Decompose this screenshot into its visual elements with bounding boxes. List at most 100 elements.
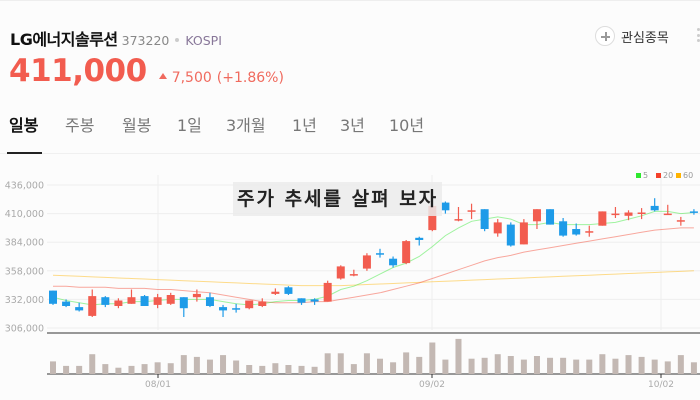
tab-1year[interactable]: 1년: [292, 116, 317, 135]
tab-10years[interactable]: 10년: [389, 116, 425, 135]
tab-daily[interactable]: 일봉: [9, 116, 39, 135]
volume-bar: [154, 362, 161, 374]
volume-bar: [533, 356, 540, 374]
volume-bar: [337, 353, 344, 374]
volume-bar: [560, 357, 567, 374]
stock-name: LG에너지솔루션: [10, 30, 118, 49]
volume-bar: [573, 359, 580, 374]
volume-bar: [651, 359, 658, 374]
volume-bar: [324, 353, 331, 374]
candle-body: [153, 297, 162, 305]
candle-body: [559, 221, 568, 236]
y-axis-label: 436,000: [5, 181, 44, 192]
candle-body: [454, 219, 463, 221]
tab-3months[interactable]: 3개월: [226, 116, 266, 135]
volume-bar: [377, 358, 383, 374]
candle-body: [232, 308, 241, 310]
y-axis-label: 306,000: [5, 324, 44, 335]
candle-body: [676, 220, 685, 222]
x-axis-label: 09/02: [419, 380, 445, 390]
candle-body: [480, 209, 489, 229]
legend-swatch: [676, 173, 681, 178]
plus-circle-icon: [595, 26, 615, 46]
candle-body: [689, 211, 698, 213]
volume-bar: [272, 363, 279, 374]
volume-bar: [141, 364, 148, 374]
legend-swatch: [636, 173, 641, 178]
y-axis-label: 384,000: [5, 238, 44, 249]
candle-body: [493, 222, 502, 234]
candle-body: [205, 297, 214, 306]
candle-body: [572, 229, 581, 235]
volume-bar: [102, 364, 109, 374]
candle-body: [101, 297, 110, 305]
volume-bar: [233, 360, 240, 374]
current-price: 411,000: [9, 53, 147, 89]
candle-body: [506, 224, 515, 246]
candle-body: [389, 258, 398, 266]
volume-bar: [690, 362, 697, 374]
volume-bar: [677, 355, 684, 374]
moving-average-line: [52, 210, 694, 306]
candle-body: [441, 202, 450, 211]
volume-bar: [246, 365, 253, 374]
volume-bar: [206, 359, 213, 374]
volume-bar: [468, 358, 475, 374]
top-divider: [0, 0, 700, 1]
candle-body: [546, 209, 555, 225]
y-axis-label: 358,000: [5, 266, 44, 277]
candle-body: [127, 297, 136, 304]
volume-bar: [599, 354, 606, 374]
volume-bar: [442, 359, 449, 374]
change-amount: 7,500: [171, 70, 212, 86]
volume-bar: [547, 357, 554, 374]
y-axis-label: 332,000: [5, 295, 44, 306]
volume-bar: [481, 357, 488, 374]
volume-bar: [625, 355, 632, 374]
volume-bar: [429, 342, 436, 374]
candle-body: [585, 231, 594, 233]
candle-body: [62, 301, 71, 306]
candle-body: [428, 205, 437, 231]
volume-bar: [363, 353, 370, 374]
candle-body: [532, 209, 541, 222]
volume-bar: [403, 352, 410, 374]
candle-body: [140, 296, 149, 306]
candle-body: [75, 307, 84, 311]
candle-body: [271, 291, 280, 294]
market-label: KOSPI: [185, 33, 222, 48]
volume-bar: [128, 365, 135, 374]
legend-swatch: [656, 173, 661, 178]
candle-body: [179, 297, 188, 309]
candle-body: [219, 307, 228, 311]
candle-body: [349, 274, 358, 276]
legend-label: 5: [643, 171, 648, 180]
candle-body: [663, 213, 672, 216]
candle-body: [362, 255, 371, 269]
candle-body: [336, 266, 345, 279]
x-axis-label: 08/01: [145, 380, 171, 390]
tab-monthly[interactable]: 월봉: [122, 116, 152, 135]
volume-bar: [311, 366, 318, 374]
price-chart[interactable]: 436,000 410,000 384,000 358,000 332,000 306,0…: [0, 160, 700, 400]
volume-bar: [507, 356, 514, 374]
tab-3years[interactable]: 3년: [340, 116, 365, 135]
candle-body: [611, 213, 620, 216]
candle-body: [258, 301, 267, 306]
vertical-dots-icon[interactable]: [697, 28, 700, 42]
legend-label: 60: [683, 171, 693, 180]
volume-bar: [586, 359, 593, 374]
candle-body: [166, 295, 175, 304]
candle-body: [624, 212, 633, 216]
volume-bar: [63, 365, 70, 374]
tab-1day[interactable]: 1일: [177, 116, 202, 135]
add-watchlist-button[interactable]: 관심종목: [595, 26, 669, 46]
tab-weekly[interactable]: 주봉: [65, 116, 95, 135]
x-axis-label: 10/02: [648, 380, 674, 390]
volume-bar: [612, 358, 619, 374]
active-tab-indicator: [7, 152, 42, 154]
candle-body: [519, 222, 528, 245]
candle-body: [297, 298, 306, 303]
candle-body: [310, 299, 319, 302]
volume-bar: [285, 365, 292, 374]
